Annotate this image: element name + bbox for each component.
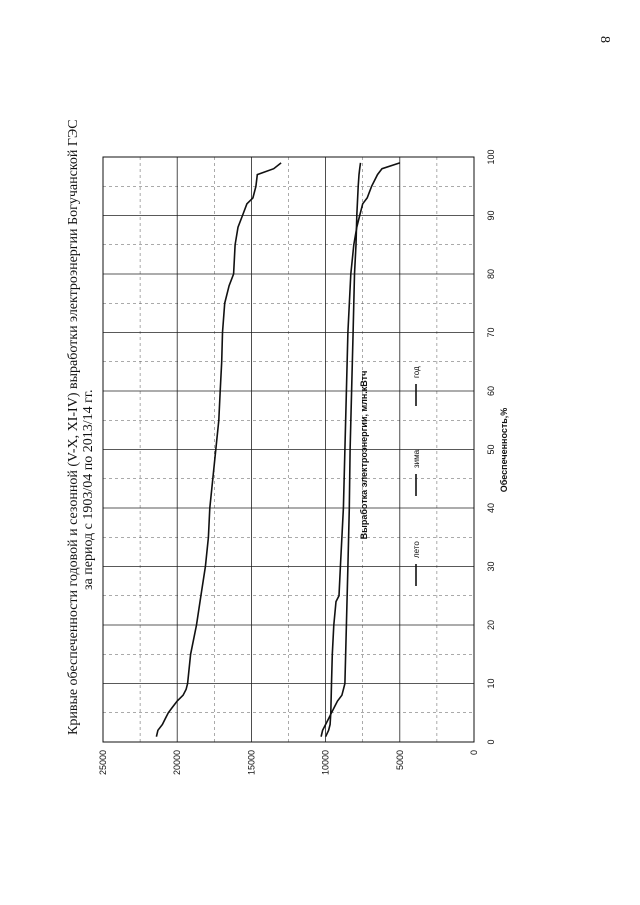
y-tick-label: 0 xyxy=(469,750,479,755)
x-tick-label: 100 xyxy=(486,149,496,164)
y-axis-label: Выработка электроэнергии, млн.кВтч xyxy=(359,371,369,540)
y-tick-label: 5000 xyxy=(395,750,405,770)
x-tick-label: 10 xyxy=(486,678,496,688)
series-line-год xyxy=(155,162,282,737)
x-tick-label: 50 xyxy=(486,444,496,454)
x-tick-label: 30 xyxy=(486,561,496,571)
x-tick-label: 80 xyxy=(486,269,496,279)
legend-label-зима: зима xyxy=(412,449,421,468)
legend-label-год: год xyxy=(412,366,421,378)
x-tick-label: 20 xyxy=(486,620,496,630)
x-tick-label: 60 xyxy=(486,386,496,396)
x-tick-label: 90 xyxy=(486,210,496,220)
plot-frame xyxy=(102,156,475,743)
legend-label-лето: лето xyxy=(412,541,421,558)
x-tick-label: 40 xyxy=(486,503,496,513)
chart-title-line2: за период с 1903/04 по 2013/14 гг. xyxy=(81,389,96,590)
chart-title-line1: Кривые обеспеченности годовой и сезонной… xyxy=(66,119,81,735)
plot-area: 0 10 20 30 40 50 60 70 80 90 100 0 5000 10000 15000 200… xyxy=(98,149,496,775)
y-tick-label: 15000 xyxy=(246,750,256,775)
x-axis-label: Обеспеченность,% xyxy=(499,408,509,493)
series-line-зима xyxy=(324,162,401,738)
y-tick-label: 20000 xyxy=(172,750,182,775)
x-tick-label: 70 xyxy=(486,327,496,337)
x-tick-label: 0 xyxy=(486,739,496,744)
y-tick-label: 25000 xyxy=(98,750,108,775)
y-tick-label: 10000 xyxy=(321,750,331,775)
